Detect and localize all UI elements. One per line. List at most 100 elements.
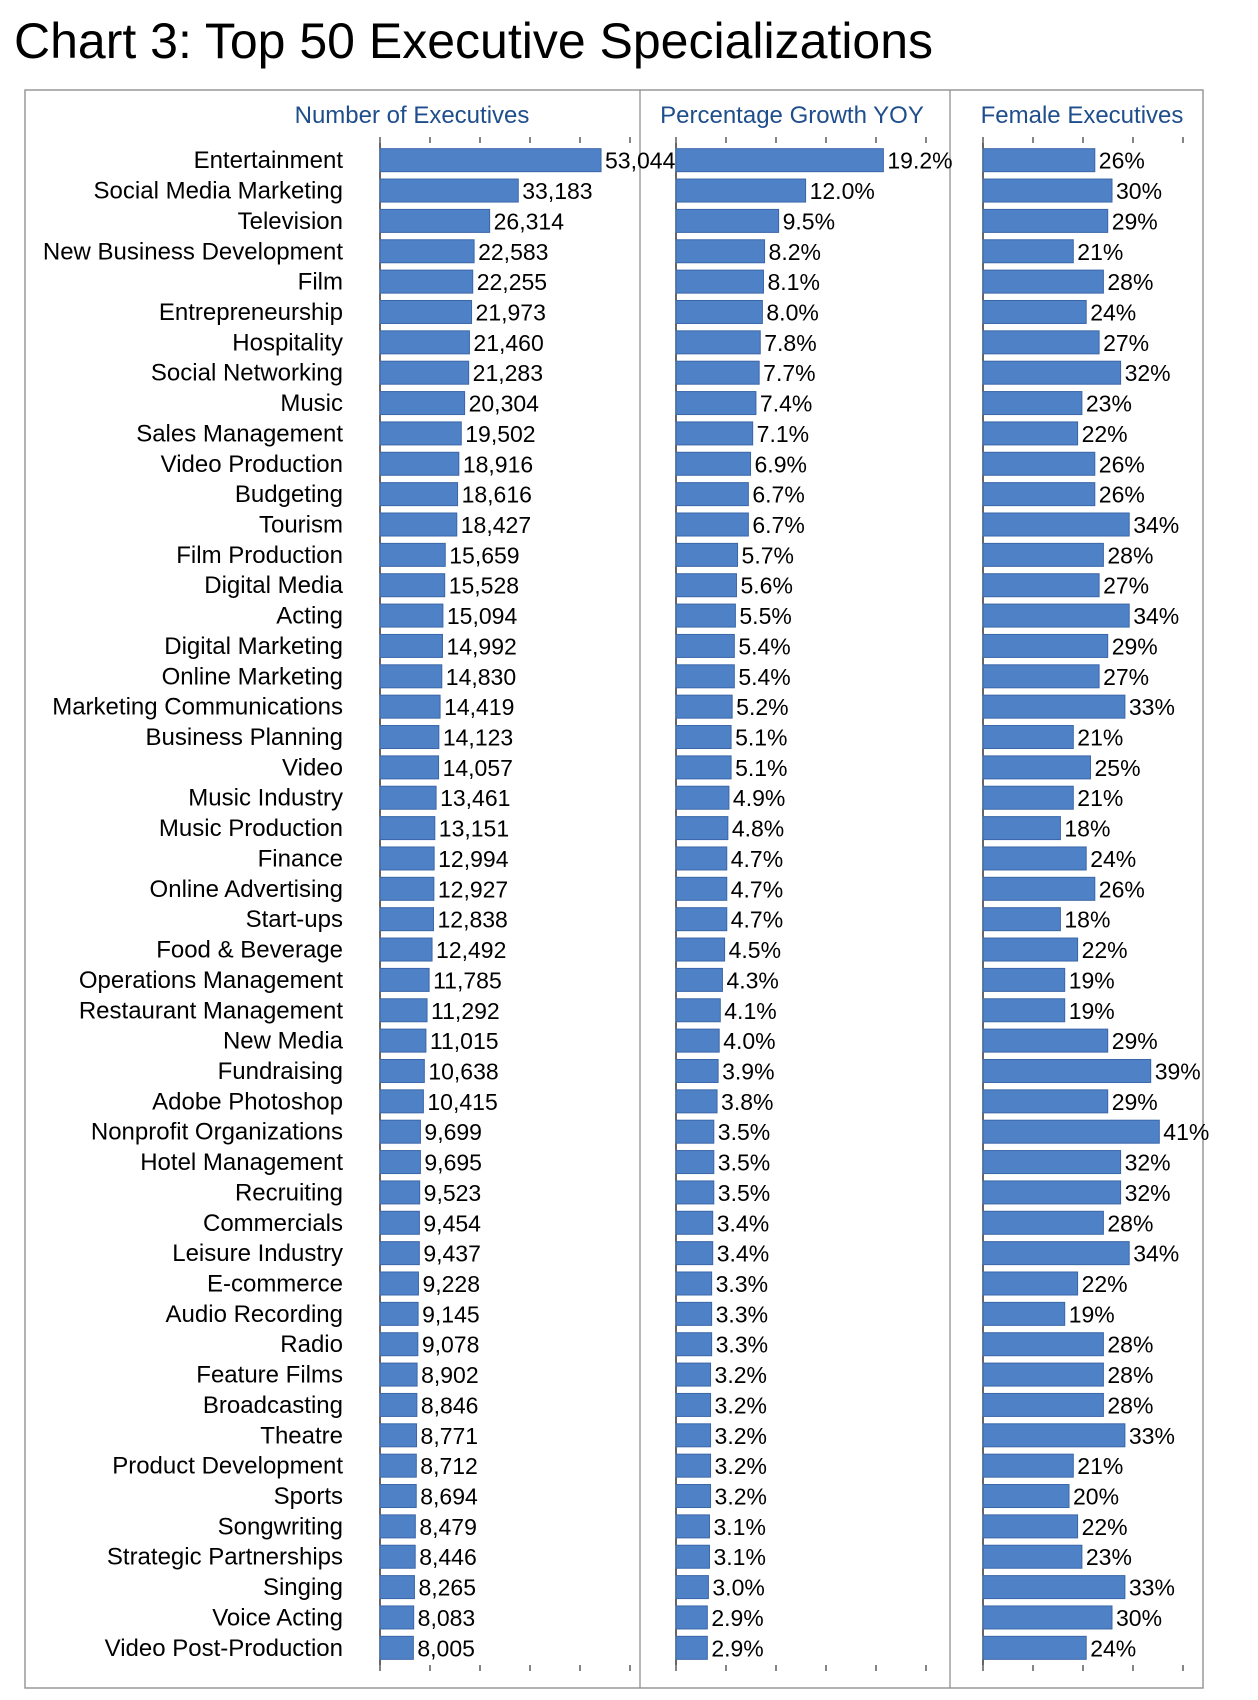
bar [675, 1301, 713, 1326]
data-label: 21,973 [476, 299, 546, 325]
data-label: 5.6% [740, 573, 792, 599]
category-label: Sports [274, 1483, 343, 1510]
bar [379, 1392, 418, 1417]
data-label: 3.4% [717, 1210, 769, 1236]
data-label: 4.9% [733, 785, 785, 811]
data-label: 3.3% [716, 1301, 768, 1327]
data-label: 8,083 [418, 1605, 476, 1631]
bar [379, 1301, 419, 1326]
bar [675, 1241, 714, 1266]
bar [675, 816, 729, 841]
data-label: 28% [1107, 1362, 1153, 1388]
bar [982, 1301, 1066, 1326]
data-label: 28% [1107, 1392, 1153, 1418]
data-label: 18,616 [462, 482, 532, 508]
data-label: 5.1% [735, 725, 787, 751]
data-label: 8.2% [769, 239, 821, 265]
data-label: 22% [1082, 421, 1128, 447]
data-label: 29% [1112, 1028, 1158, 1054]
data-label: 24% [1090, 299, 1136, 325]
data-label: 14,419 [444, 694, 514, 720]
data-label: 27% [1103, 573, 1149, 599]
category-label: Hospitality [232, 329, 343, 356]
data-label: 8,694 [420, 1484, 478, 1510]
data-label: 5.7% [742, 542, 794, 568]
bar [379, 269, 474, 294]
category-labels: Entertainment Social Media Marketing Telev… [43, 147, 344, 1662]
category-label: Songwriting [218, 1513, 343, 1540]
bar [379, 239, 475, 264]
bar [379, 1635, 414, 1660]
data-label: 7.7% [763, 360, 815, 386]
category-label: Music Industry [188, 785, 343, 812]
category-label: Video Production [161, 451, 343, 478]
bar [675, 512, 749, 537]
bar [982, 573, 1100, 598]
data-label: 4.3% [726, 967, 778, 993]
bar [379, 1058, 425, 1083]
data-label: 18% [1064, 816, 1110, 842]
data-label: 6.7% [752, 512, 804, 538]
bar [982, 725, 1074, 750]
data-label: 29% [1112, 633, 1158, 659]
category-label: Social Media Marketing [94, 178, 343, 205]
panel-title: Number of Executives [295, 102, 530, 129]
data-label: 22,255 [477, 269, 547, 295]
data-label: 4.7% [731, 907, 783, 933]
data-label: 8,005 [417, 1635, 475, 1661]
bar [982, 998, 1066, 1023]
bar [675, 360, 760, 385]
data-label: 11,015 [430, 1028, 499, 1054]
data-label: 15,659 [449, 542, 519, 568]
bar [379, 907, 434, 932]
bar [982, 299, 1087, 324]
data-label: 15,528 [449, 573, 519, 599]
data-label: 33% [1129, 694, 1175, 720]
data-label: 7.4% [760, 391, 812, 417]
bar [379, 1575, 415, 1600]
data-label: 26% [1099, 451, 1145, 477]
bar [379, 542, 446, 567]
bar [982, 1544, 1083, 1569]
category-label: Film Production [176, 542, 343, 569]
data-label: 6.9% [755, 451, 807, 477]
category-label: Theatre [260, 1422, 343, 1449]
data-label: 4.5% [729, 937, 781, 963]
category-label: Film [298, 269, 343, 296]
category-label: Nonprofit Organizations [91, 1119, 343, 1146]
category-label: Adobe Photoshop [152, 1088, 343, 1115]
category-label: Commercials [203, 1210, 343, 1237]
bar [379, 725, 440, 750]
bar [982, 178, 1113, 203]
data-label: 33,183 [522, 178, 592, 204]
bar [379, 1180, 421, 1205]
bar [379, 603, 444, 628]
bar [982, 1210, 1104, 1235]
bar [675, 1119, 715, 1144]
bar [379, 1089, 424, 1114]
data-label: 8,902 [421, 1362, 479, 1388]
bar [379, 1028, 427, 1053]
bar [379, 1605, 415, 1630]
bar [379, 1484, 417, 1509]
bar [982, 330, 1100, 355]
data-label: 3.5% [718, 1150, 770, 1176]
data-label: 21,283 [473, 360, 543, 386]
data-label: 13,461 [440, 785, 510, 811]
bar [982, 1514, 1079, 1539]
data-label: 22% [1082, 1271, 1128, 1297]
data-label: 11,292 [431, 998, 500, 1024]
bar [379, 755, 440, 780]
data-label: 8,265 [418, 1575, 476, 1601]
category-label: New Business Development [43, 238, 343, 265]
bar [675, 633, 735, 658]
bar [982, 1150, 1122, 1175]
data-label: 18% [1064, 907, 1110, 933]
bar [675, 1058, 719, 1083]
data-label: 22% [1082, 937, 1128, 963]
data-label: 33% [1129, 1423, 1175, 1449]
data-label: 18,916 [463, 451, 533, 477]
bar [982, 451, 1096, 476]
data-label: 8,446 [419, 1544, 477, 1570]
data-label: 19% [1069, 998, 1115, 1024]
